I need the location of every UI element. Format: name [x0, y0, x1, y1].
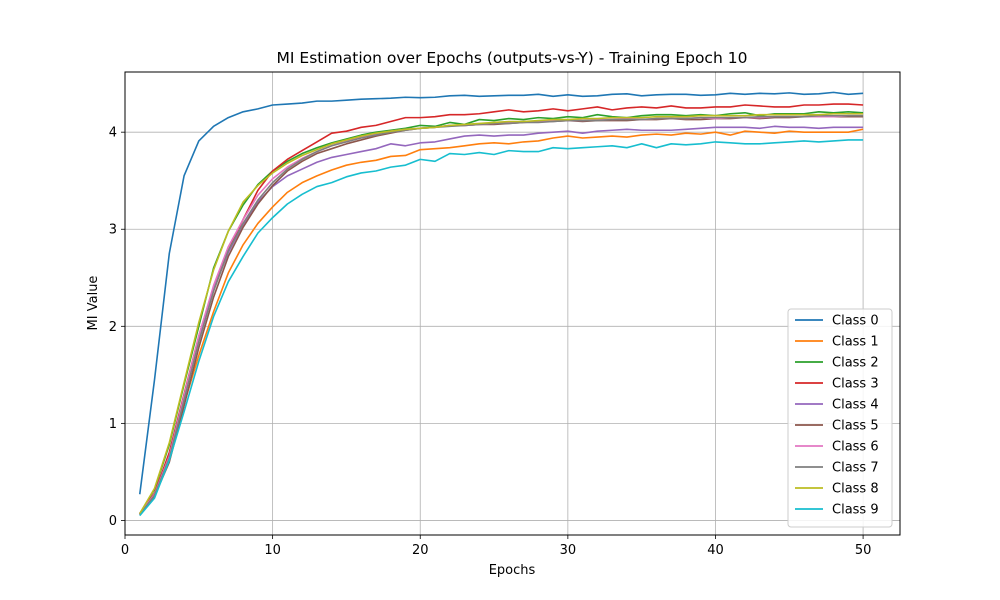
x-tick-label: 50 — [855, 543, 872, 558]
x-tick-label: 30 — [560, 543, 577, 558]
y-tick-label: 4 — [109, 126, 117, 141]
legend-label: Class 9 — [832, 503, 879, 518]
legend-label: Class 2 — [832, 356, 879, 371]
series-line-class-6 — [139, 114, 864, 515]
legend-label: Class 5 — [832, 419, 879, 434]
chart-title: MI Estimation over Epochs (outputs-vs-Y)… — [277, 49, 748, 67]
legend-label: Class 6 — [832, 440, 879, 455]
series-line-class-9 — [139, 139, 864, 517]
y-tick-label: 1 — [109, 417, 117, 432]
legend-label: Class 0 — [832, 314, 879, 329]
y-axis-label: MI Value — [86, 276, 101, 331]
legend-label: Class 7 — [832, 461, 879, 476]
y-tick-label: 2 — [109, 320, 117, 335]
x-tick-label: 20 — [412, 543, 429, 558]
legend-box — [787, 308, 893, 528]
tick-layer: 0 10 20 30 40 50 0 1 2 3 4 — [109, 126, 872, 558]
legend-label: Class 4 — [832, 398, 879, 413]
x-tick-label: 10 — [264, 543, 281, 558]
x-tick-label: 40 — [707, 543, 724, 558]
y-tick-label: 0 — [109, 514, 117, 529]
series-line-class-2 — [139, 111, 864, 515]
series-line-class-8 — [139, 112, 864, 515]
legend-label: Class 1 — [832, 335, 879, 350]
x-tick-label: 0 — [121, 543, 129, 558]
y-tick-label: 3 — [109, 223, 117, 238]
legend-label: Class 8 — [832, 482, 879, 497]
series-line-class-4 — [139, 125, 864, 516]
series-layer — [138, 91, 864, 517]
x-axis-label: Epochs — [489, 563, 536, 578]
series-line-class-5 — [139, 115, 864, 516]
series-line-class-1 — [139, 128, 864, 516]
legend: Class 0 Class 1 Class 2 Class 3 Class 4 Class… — [787, 308, 893, 528]
grid-layer — [124, 72, 900, 535]
series-line-class-7 — [139, 114, 864, 516]
plot-frame — [124, 71, 901, 536]
series-line-class-0 — [138, 91, 864, 495]
legend-label: Class 3 — [832, 377, 879, 392]
series-line-class-3 — [139, 103, 864, 515]
